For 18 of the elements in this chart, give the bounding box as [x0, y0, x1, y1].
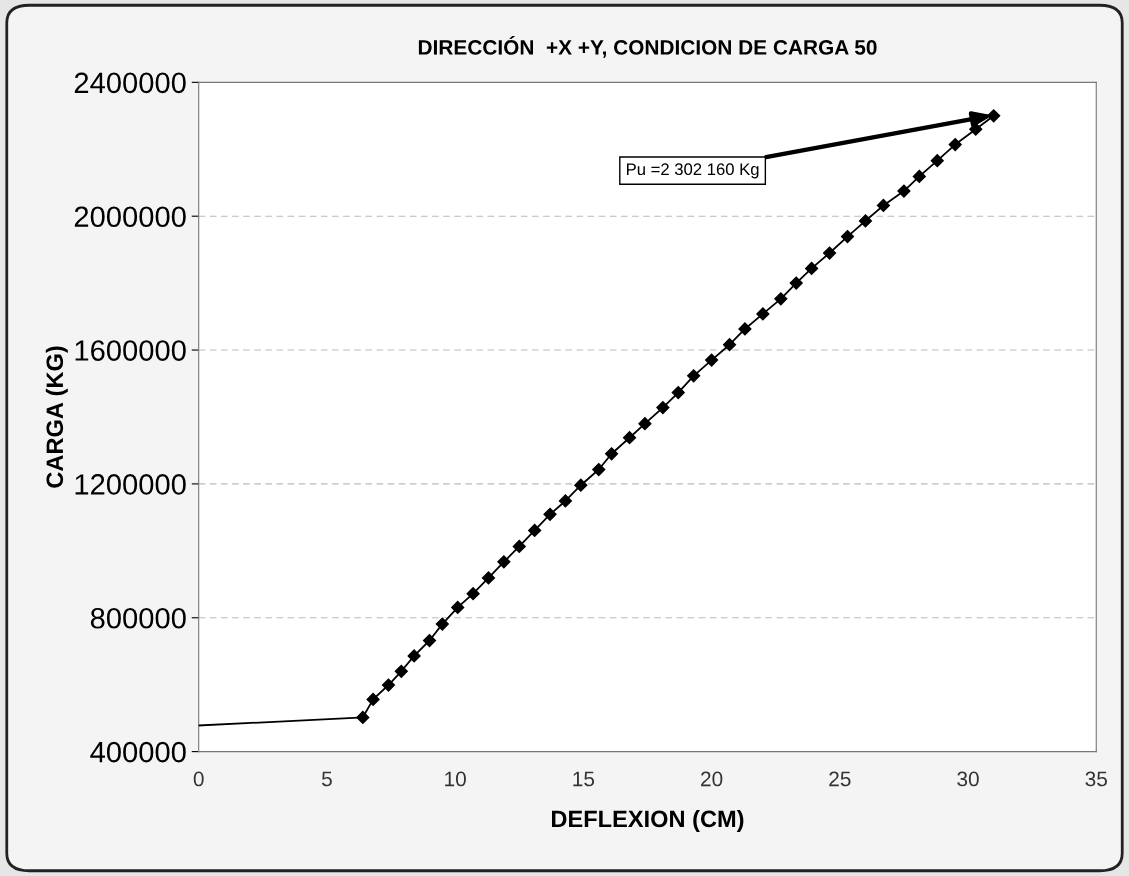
- y-axis-title: CARGA (KG): [45, 346, 68, 488]
- annotation: Pu =2 302 160 Kg: [626, 163, 759, 179]
- chart-title: DIRECCIÓN +X +Y, CONDICION DE CARGA 50: [418, 36, 877, 58]
- y-tick-label: 800000: [90, 607, 186, 629]
- x-tick-label: 30: [957, 771, 979, 787]
- y-tick-label: 1600000: [75, 340, 186, 361]
- x-tick-label: 0: [193, 771, 204, 787]
- x-tick-label: 10: [445, 771, 466, 787]
- x-tick-label: 25: [829, 771, 851, 787]
- y-tick-label: 400000: [90, 741, 186, 763]
- y-tick-label: 1200000: [75, 474, 186, 495]
- x-tick-label: 15: [573, 771, 595, 787]
- y-tick-label: 2000000: [74, 206, 186, 228]
- x-axis-title: DEFLEXION (CM): [552, 809, 744, 832]
- x-tick-label: 35: [1085, 771, 1107, 787]
- y-tick-label: 2400000: [74, 72, 186, 94]
- x-tick-label: 20: [701, 771, 723, 787]
- x-tick-label: 5: [321, 771, 332, 787]
